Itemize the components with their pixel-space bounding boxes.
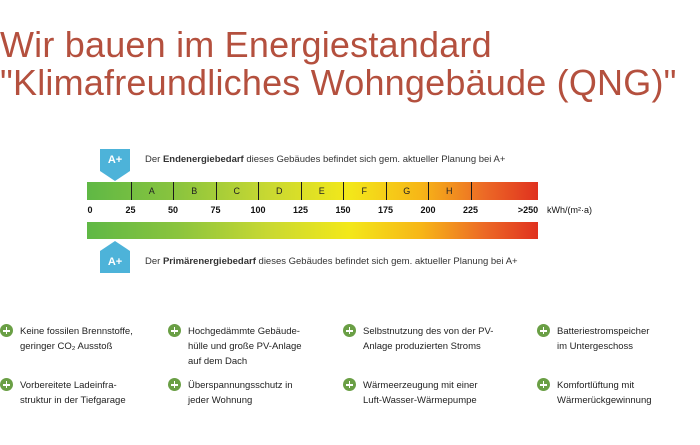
class-divider <box>258 182 259 200</box>
feature-text-line: Wärmerückgewinnung <box>557 395 652 406</box>
primary-energy-bar <box>87 222 538 239</box>
class-divider <box>385 182 387 200</box>
feature-text-line: Luft-Wasser-Wärmepumpe <box>363 395 477 406</box>
scale-tick-label: 100 <box>250 205 266 215</box>
scale-unit: kWh/(m²·a) <box>547 205 592 215</box>
feature-text: Komfortlüftung mit Wärmerückgewinnung <box>557 378 652 408</box>
plus-circle-icon <box>0 324 13 337</box>
scale-tick-label: 175 <box>377 205 394 215</box>
plus-circle-icon <box>168 324 181 337</box>
plus-circle-icon <box>168 378 181 391</box>
feature-text: Wärmeerzeugung mit einer Luft-Wasser-Wärm… <box>363 378 478 408</box>
class-label-b: B <box>191 186 198 196</box>
class-label-g: G <box>403 186 411 196</box>
class-label-h: H <box>446 186 453 196</box>
primary-energy-caption: Der Primärenergiebedarf dieses Gebäudes … <box>145 256 518 267</box>
plus-circle-icon <box>0 378 13 391</box>
feature-text: Batteriestromspeicher im Untergeschoss <box>557 324 649 354</box>
scale-tick-label: 75 <box>210 205 221 215</box>
scale-tick-label: >250 <box>517 205 539 215</box>
scale-tick-label: 25 <box>125 205 136 215</box>
scale-tick-label: 0 <box>87 205 93 215</box>
class-label-c: C <box>233 186 241 196</box>
end-energy-rating-badge: A+ <box>100 149 130 171</box>
feature-text-line: Vorbereitete Ladeinfra- <box>20 380 117 391</box>
primary-energy-rating-badge: A+ <box>100 251 130 273</box>
feature-text-line: Komfortlüftung mit <box>557 380 635 391</box>
down-arrow-icon <box>100 171 130 181</box>
feature-text: Vorbereitete Ladeinfra-struktur in der T… <box>20 378 126 408</box>
scale-tick-label: 225 <box>462 205 479 215</box>
scale-tick-label: 125 <box>292 205 309 215</box>
up-arrow-icon <box>100 241 130 251</box>
feature-text: Überspannungsschutz in jeder Wohnung <box>188 378 293 408</box>
class-divider <box>470 182 472 200</box>
class-divider <box>343 182 344 200</box>
title-line-1: Wir bauen im Energiestandard <box>0 24 492 65</box>
feature-text: Selbstnutzung des von der PV- Anlage prod… <box>363 324 493 354</box>
class-divider <box>300 182 302 200</box>
feature-text-line: Hochgedämmte Gebäude- <box>188 326 300 337</box>
feature-text: Hochgedämmte Gebäude-hülle und große PV-… <box>188 324 302 369</box>
feature-text-line: Überspannungsschutz in <box>188 380 293 391</box>
feature-text-line: geringer CO₂ Ausstoß <box>20 341 113 352</box>
class-divider <box>215 182 217 200</box>
scale-tick-label: 50 <box>167 205 179 215</box>
feature-text-line: auf dem Dach <box>188 356 248 367</box>
feature-text: Keine fossilen Brennstoffe, geringer CO₂ … <box>20 324 133 354</box>
feature-text-line: Keine fossilen Brennstoffe, <box>20 326 133 337</box>
class-label-e: E <box>318 186 325 196</box>
class-label-d: D <box>276 186 283 196</box>
plus-circle-icon <box>343 378 356 391</box>
feature-text-line: hülle und große PV-Anlage <box>188 341 302 352</box>
energy-class-bar <box>87 182 538 200</box>
page-title: Wir bauen im Energiestandard "Klimafreun… <box>0 26 677 102</box>
plus-circle-icon <box>537 378 550 391</box>
class-label-a: A <box>148 186 155 196</box>
scale-tick-label: 200 <box>420 205 436 215</box>
feature-text-line: im Untergeschoss <box>557 341 634 352</box>
plus-circle-icon <box>343 324 356 337</box>
plus-circle-icon <box>537 324 550 337</box>
feature-text-line: Anlage produzierten Stroms <box>363 341 481 352</box>
scale-tick-label: 150 <box>335 205 351 215</box>
feature-text-line: Wärmeerzeugung mit einer <box>363 380 478 391</box>
end-energy-caption: Der Endenergiebedarf dieses Gebäudes bef… <box>145 154 506 165</box>
primary-energy-term: Primärenergiebedarf <box>162 256 256 267</box>
class-divider <box>428 182 429 200</box>
feature-text-line: Batteriestromspeicher <box>557 326 650 337</box>
class-divider <box>130 182 132 200</box>
class-label-f: F <box>361 186 368 196</box>
end-energy-term: Endenergiebedarf <box>162 154 244 165</box>
feature-text-line: jeder Wohnung <box>188 395 253 406</box>
feature-text-line: Selbstnutzung des von der PV- <box>363 326 494 337</box>
class-divider <box>173 182 174 200</box>
title-line-2: "Klimafreundliches Wohngebäude (QNG)" <box>0 62 677 103</box>
feature-text-line: struktur in der Tiefgarage <box>20 395 126 406</box>
